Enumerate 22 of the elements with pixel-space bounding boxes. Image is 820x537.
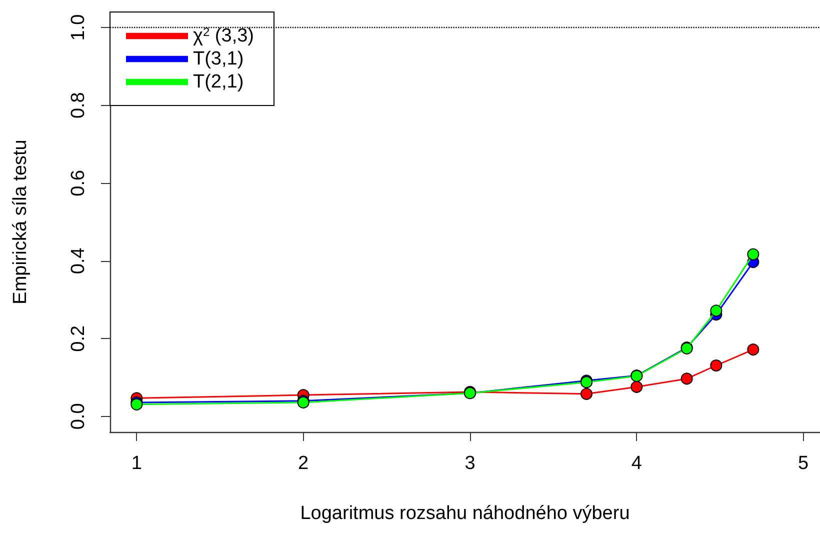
y-tick-label: 0.2 xyxy=(68,325,89,352)
y-tick-label: 0.0 xyxy=(68,403,89,430)
y-tick-label: 0.6 xyxy=(68,170,89,196)
point xyxy=(747,248,760,260)
x-tick-label: 4 xyxy=(631,453,642,474)
legend-label: T(3,1) xyxy=(193,48,244,70)
point xyxy=(710,304,722,317)
y-tick-label: 0.8 xyxy=(68,92,89,119)
y-tick-label: 0.4 xyxy=(68,247,89,274)
point xyxy=(680,372,693,385)
y-tick-label: 1.0 xyxy=(68,14,89,41)
point xyxy=(580,388,592,400)
x-tick-label: 3 xyxy=(464,453,476,474)
legend-label: T(2,1) xyxy=(193,72,244,92)
x-tick-label: 2 xyxy=(298,453,309,474)
y-axis-title: Empirická síla testu xyxy=(10,140,31,304)
x-axis-title: Logaritmus rozsahu náhodného výberu xyxy=(300,503,630,524)
point xyxy=(710,360,722,372)
point xyxy=(747,344,760,356)
point xyxy=(630,380,643,393)
x-tick-label: 1 xyxy=(131,453,142,474)
x-tick-label: 5 xyxy=(798,453,809,474)
